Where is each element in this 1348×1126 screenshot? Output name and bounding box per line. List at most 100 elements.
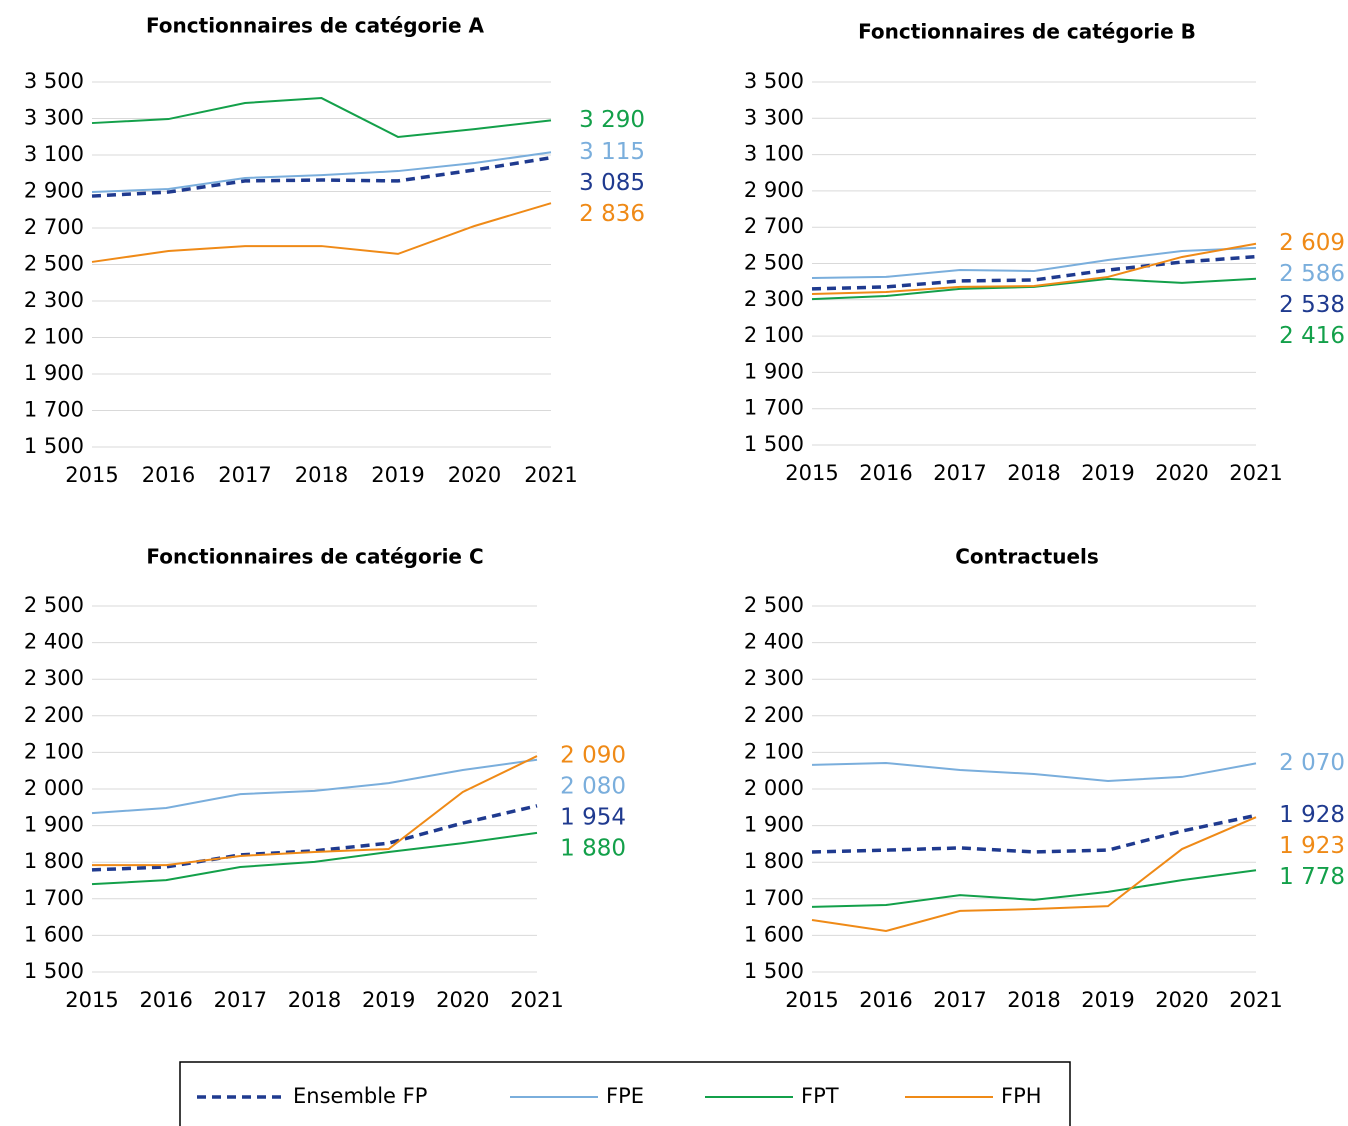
y-tick-label: 2 300 (24, 666, 84, 690)
value-label: 1 923 (1279, 833, 1345, 859)
y-tick-label: 1 900 (744, 359, 804, 383)
x-tick-label: 2019 (1081, 461, 1134, 485)
value-label: 2 090 (560, 743, 626, 769)
x-tick-label: 2019 (362, 988, 415, 1012)
series-line (811, 242, 1257, 295)
y-tick-label: 1 800 (744, 849, 804, 873)
y-tick-label: 2 200 (744, 703, 804, 727)
series-line (91, 156, 552, 198)
value-label: 2 070 (1279, 750, 1345, 776)
y-tick-label: 1 900 (24, 813, 84, 837)
value-label: 1 880 (560, 836, 626, 862)
x-tick-label: 2020 (1155, 461, 1208, 485)
y-tick-label: 2 100 (24, 739, 84, 763)
series-line (91, 831, 538, 886)
y-tick-label: 2 500 (24, 593, 84, 617)
x-tick-label: 2018 (1007, 461, 1060, 485)
x-tick-label: 2020 (1155, 988, 1208, 1012)
y-tick-label: 1 500 (24, 434, 84, 458)
x-tick-label: 2021 (1229, 461, 1282, 485)
y-tick-label: 3 100 (744, 142, 804, 166)
y-tick-label: 2 400 (744, 630, 804, 654)
y-tick-label: 2 500 (744, 593, 804, 617)
series-line (811, 869, 1257, 908)
series-line (91, 758, 538, 815)
x-tick-label: 2016 (139, 988, 192, 1012)
series-line (91, 804, 538, 872)
y-tick-label: 3 300 (744, 105, 804, 129)
value-label: 2 586 (1279, 261, 1345, 287)
x-tick-label: 2017 (218, 463, 271, 487)
y-tick-label: 1 600 (24, 922, 84, 946)
series-line (91, 151, 552, 194)
chart-title: Fonctionnaires de catégorie A (146, 14, 485, 38)
chart-title: Fonctionnaires de catégorie B (858, 20, 1196, 44)
y-tick-label: 3 100 (24, 142, 84, 166)
y-tick-label: 2 100 (744, 323, 804, 347)
value-label: 1 954 (560, 805, 626, 831)
legend-label: Ensemble FP (293, 1084, 427, 1108)
y-tick-label: 2 100 (24, 325, 84, 349)
x-tick-label: 2018 (1007, 988, 1060, 1012)
y-tick-label: 2 300 (24, 288, 84, 312)
y-tick-label: 1 900 (24, 361, 84, 385)
value-label: 2 416 (1279, 323, 1345, 349)
y-tick-label: 2 000 (744, 776, 804, 800)
value-label: 2 080 (560, 774, 626, 800)
x-tick-label: 2016 (859, 461, 912, 485)
y-tick-label: 3 500 (24, 69, 84, 93)
series-line (811, 254, 1257, 291)
legend-label: FPT (801, 1084, 839, 1108)
value-label: 2 609 (1279, 230, 1345, 256)
x-tick-label: 2018 (295, 463, 348, 487)
value-label: 3 115 (579, 139, 645, 165)
x-tick-label: 2021 (1229, 988, 1282, 1012)
series-line (91, 202, 552, 263)
x-tick-label: 2017 (933, 461, 986, 485)
value-label: 1 778 (1279, 864, 1345, 890)
y-tick-label: 1 700 (24, 398, 84, 422)
value-label: 2 538 (1279, 292, 1345, 318)
legend-label: FPH (1001, 1084, 1042, 1108)
y-tick-label: 2 200 (24, 703, 84, 727)
x-tick-label: 2021 (510, 988, 563, 1012)
y-tick-label: 1 900 (744, 813, 804, 837)
y-tick-label: 2 000 (24, 776, 84, 800)
x-tick-label: 2017 (214, 988, 267, 1012)
y-tick-label: 3 500 (744, 69, 804, 93)
y-tick-label: 2 900 (24, 179, 84, 203)
y-tick-label: 2 500 (24, 252, 84, 276)
value-label: 3 085 (579, 170, 645, 196)
x-tick-label: 2015 (785, 988, 838, 1012)
value-label: 3 290 (579, 107, 645, 133)
y-tick-label: 3 300 (24, 106, 84, 130)
chart-title: Contractuels (955, 545, 1099, 569)
series-line (811, 762, 1257, 782)
series-line (811, 816, 1257, 933)
series-line (811, 277, 1257, 301)
x-tick-label: 2020 (436, 988, 489, 1012)
y-tick-label: 2 300 (744, 287, 804, 311)
y-tick-label: 2 500 (744, 251, 804, 275)
y-tick-label: 1 500 (744, 959, 804, 983)
x-tick-label: 2015 (65, 988, 118, 1012)
value-label: 1 928 (1279, 802, 1345, 828)
legend-box (179, 1061, 1071, 1126)
y-tick-label: 1 600 (744, 922, 804, 946)
x-tick-label: 2017 (933, 988, 986, 1012)
series-line (811, 246, 1257, 280)
x-tick-label: 2016 (859, 988, 912, 1012)
y-tick-label: 2 700 (744, 214, 804, 238)
x-tick-label: 2019 (1081, 988, 1134, 1012)
y-tick-label: 1 800 (24, 849, 84, 873)
y-tick-label: 2 400 (24, 630, 84, 654)
y-tick-label: 2 700 (24, 215, 84, 239)
y-tick-label: 2 100 (744, 739, 804, 763)
x-tick-label: 2015 (65, 463, 118, 487)
series-line (92, 755, 538, 867)
value-label: 2 836 (579, 201, 645, 227)
y-tick-label: 1 500 (744, 432, 804, 456)
y-tick-label: 1 700 (24, 886, 84, 910)
y-tick-label: 1 700 (744, 396, 804, 420)
